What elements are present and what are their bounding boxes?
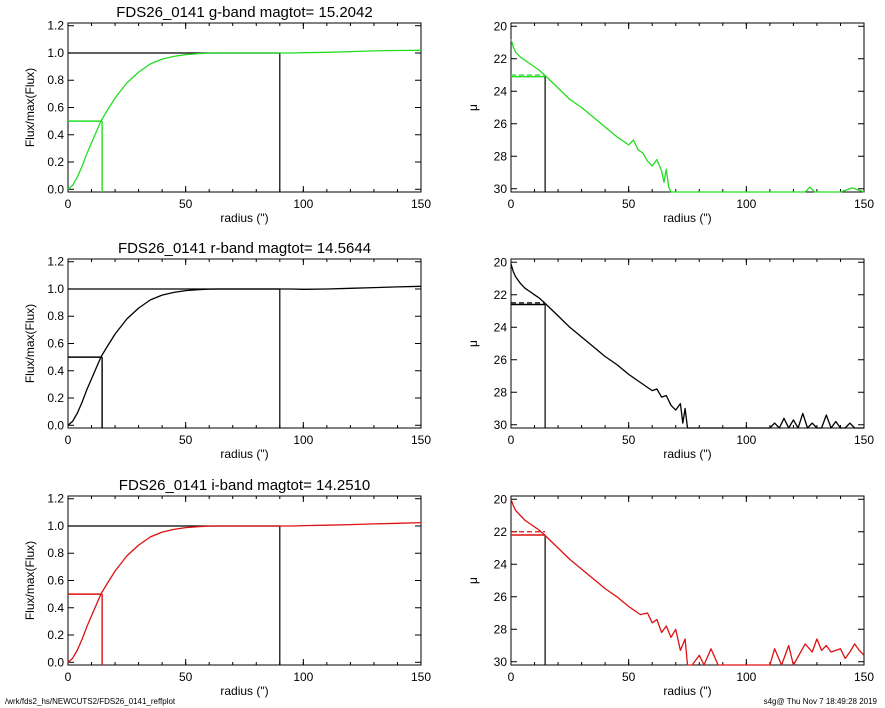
plot-frame <box>67 22 422 193</box>
x-tick-label: 100 <box>293 197 313 211</box>
y-tick-label: 24 <box>494 557 508 571</box>
x-tick-label: 0 <box>65 433 72 447</box>
x-tick-label: 150 <box>411 197 431 211</box>
y-tick-label: 0.2 <box>47 155 64 169</box>
x-axis-label: radius (") <box>220 684 268 698</box>
y-tick-label: 0.8 <box>47 546 64 560</box>
chart-panel-g-sb: 0 50 100 150 20 22 24 26 28 30 radius (") μ <box>466 19 874 225</box>
y-tick-label: 0.2 <box>47 628 64 642</box>
chart-panel-r-growth: 0 50 100 150 0.0 0.2 0.4 0.6 0.8 1.0 1.2 radius (")… <box>23 240 431 461</box>
y-tick-label: 28 <box>494 149 508 163</box>
y-tick-label: 1.0 <box>47 282 64 296</box>
x-tick-label: 50 <box>622 197 636 211</box>
footer-timestamp: s4g@ Thu Nov 7 18:49:28 2019 <box>763 697 877 706</box>
y-tick-label: 26 <box>494 353 508 367</box>
y-tick-label: 24 <box>494 320 508 334</box>
y-axis-label: Flux/max(Flux) <box>23 304 37 383</box>
y-tick-label: 0.0 <box>47 655 64 669</box>
y-axis-label: Flux/max(Flux) <box>23 541 37 620</box>
y-tick-label: 1.2 <box>47 492 64 506</box>
plot-frame <box>510 22 865 193</box>
y-tick-label: 22 <box>494 525 508 539</box>
chart-panel-i-sb: 0 50 100 150 20 22 24 26 28 30 radius (") μ <box>466 492 874 698</box>
x-tick-label: 50 <box>179 197 193 211</box>
x-tick-label: 100 <box>736 197 756 211</box>
plot-frame <box>510 258 865 429</box>
y-tick-label: 0.4 <box>47 601 64 615</box>
y-tick-label: 1.0 <box>47 519 64 533</box>
y-axis-label: μ <box>466 104 480 111</box>
plot-frame <box>67 495 422 666</box>
data-series-line <box>510 263 864 429</box>
y-tick-label: 0.4 <box>47 364 64 378</box>
y-tick-label: 0.2 <box>47 391 64 405</box>
x-axis-label: radius (") <box>663 447 711 461</box>
data-series-line <box>67 285 422 426</box>
data-series-line <box>510 499 865 666</box>
y-tick-label: 30 <box>494 418 508 432</box>
x-tick-label: 50 <box>622 433 636 447</box>
y-tick-label: 26 <box>494 590 508 604</box>
y-tick-label: 0.6 <box>47 574 64 588</box>
data-series-line <box>67 49 422 190</box>
x-axis-label: radius (") <box>220 211 268 225</box>
x-tick-label: 0 <box>508 433 515 447</box>
y-tick-label: 30 <box>494 182 508 196</box>
footer-file-path: /wrk/fds2_hs/NEWCUTS2/FDS26_0141_reffplo… <box>5 697 176 706</box>
y-tick-label: 0.6 <box>47 337 64 351</box>
x-tick-label: 100 <box>293 670 313 684</box>
x-tick-label: 100 <box>293 433 313 447</box>
x-tick-label: 150 <box>411 670 431 684</box>
y-tick-label: 20 <box>494 255 508 269</box>
x-tick-label: 150 <box>854 433 874 447</box>
x-tick-label: 50 <box>179 433 193 447</box>
chart-panel-g-growth: 0 50 100 150 0.0 0.2 0.4 0.6 0.8 1.0 1.2 radius (")… <box>23 4 431 225</box>
y-tick-label: 20 <box>494 492 508 506</box>
y-tick-label: 24 <box>494 84 508 98</box>
x-tick-label: 0 <box>508 197 515 211</box>
chart-panel-i-growth: 0 50 100 150 0.0 0.2 0.4 0.6 0.8 1.0 1.2 radius (")… <box>23 477 431 698</box>
x-axis-label: radius (") <box>663 211 711 225</box>
x-tick-label: 50 <box>179 670 193 684</box>
y-axis-label: μ <box>466 340 480 347</box>
y-tick-label: 0.6 <box>47 101 64 115</box>
x-tick-label: 100 <box>736 670 756 684</box>
x-tick-label: 150 <box>854 670 874 684</box>
y-tick-label: 30 <box>494 655 508 669</box>
x-tick-label: 0 <box>65 197 72 211</box>
x-tick-label: 150 <box>854 197 874 211</box>
chart-title: FDS26_0141 g-band magtot= 15.2042 <box>116 4 372 21</box>
y-tick-label: 0.4 <box>47 128 64 142</box>
x-tick-label: 0 <box>508 670 515 684</box>
plot-frame <box>510 495 865 666</box>
y-tick-label: 1.0 <box>47 46 64 60</box>
y-tick-label: 1.2 <box>47 19 64 33</box>
chart-panel-r-sb: 0 50 100 150 20 22 24 26 28 30 radius (") μ <box>466 255 874 461</box>
y-tick-label: 1.2 <box>47 255 64 269</box>
y-tick-label: 22 <box>494 52 508 66</box>
plot-frame <box>67 258 422 429</box>
y-tick-label: 28 <box>494 622 508 636</box>
y-tick-label: 0.8 <box>47 309 64 323</box>
y-tick-label: 22 <box>494 288 508 302</box>
x-tick-label: 150 <box>411 433 431 447</box>
data-series-line <box>510 39 865 193</box>
x-tick-label: 100 <box>736 433 756 447</box>
y-tick-label: 0.0 <box>47 182 64 196</box>
x-tick-label: 0 <box>65 670 72 684</box>
y-tick-label: 28 <box>494 385 508 399</box>
y-tick-label: 26 <box>494 117 508 131</box>
chart-title: FDS26_0141 r-band magtot= 14.5644 <box>118 240 371 257</box>
x-axis-label: radius (") <box>220 447 268 461</box>
data-series-line <box>67 521 422 663</box>
x-axis-label: radius (") <box>663 684 711 698</box>
chart-title: FDS26_0141 i-band magtot= 14.2510 <box>119 477 370 494</box>
y-axis-label: Flux/max(Flux) <box>23 68 37 147</box>
x-tick-label: 50 <box>622 670 636 684</box>
y-axis-label: μ <box>466 577 480 584</box>
y-tick-label: 0.0 <box>47 418 64 432</box>
y-tick-label: 20 <box>494 19 508 33</box>
y-tick-label: 0.8 <box>47 73 64 87</box>
